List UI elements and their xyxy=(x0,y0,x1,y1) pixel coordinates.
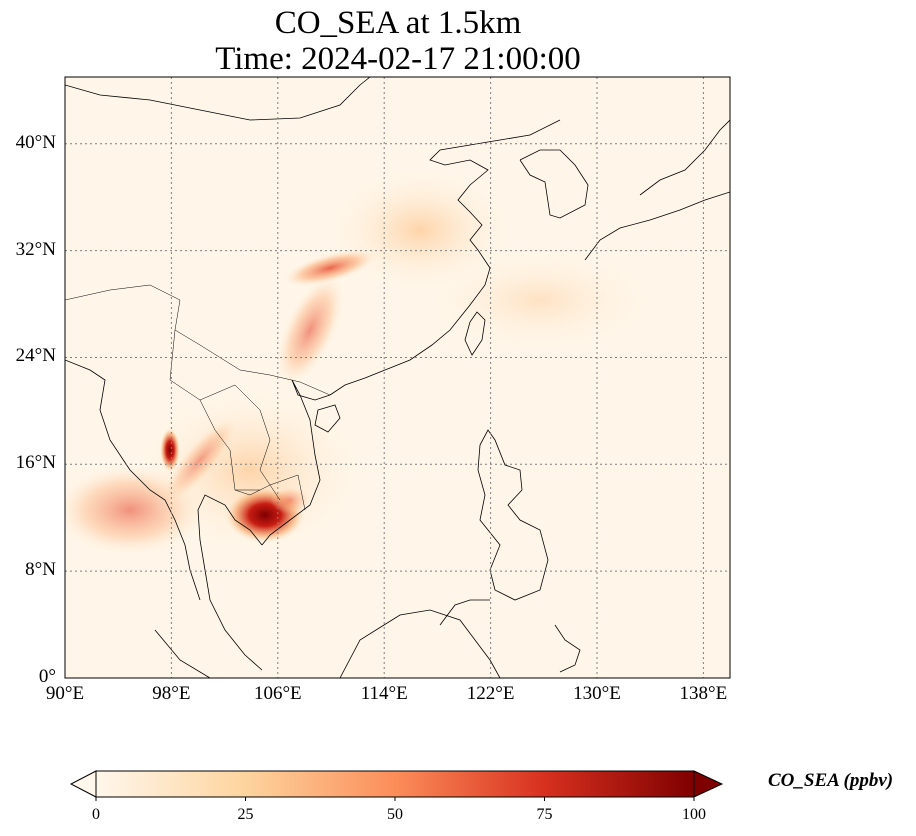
lat-tick-label: 32°N xyxy=(15,238,56,260)
lon-tick-label: 138°E xyxy=(679,683,728,704)
colorbar-tick-label: 100 xyxy=(682,806,706,823)
hotspot-cambodia-east xyxy=(270,486,310,514)
colorbar-label: CO_SEA (ppbv) xyxy=(768,770,894,791)
co-concentration-field xyxy=(65,77,730,678)
colorbar-tick-label: 75 xyxy=(536,806,553,823)
map-background xyxy=(65,77,730,678)
hotspot-myanmar xyxy=(160,428,180,472)
colorbar-gradient xyxy=(96,771,694,797)
colorbar-extend-max xyxy=(693,770,724,798)
colorbar xyxy=(69,770,724,801)
plume-sichuan xyxy=(283,249,377,287)
colorbar-tick-label: 0 xyxy=(92,806,100,823)
map-frame xyxy=(64,76,731,679)
coastlines xyxy=(65,77,730,678)
colorbar-extend-min xyxy=(69,770,97,798)
lat-tick-label: 8°N xyxy=(25,559,56,581)
plume-south-china xyxy=(275,274,345,386)
lat-tick-label: 16°N xyxy=(15,452,56,474)
lat-tick-label: 24°N xyxy=(15,345,56,367)
map-gridlines xyxy=(65,77,730,678)
lon-tick-label: 98°E xyxy=(152,683,191,704)
plume-east-china-sea xyxy=(430,250,650,350)
map-title-line2: Time: 2024-02-17 21:00:00 xyxy=(215,41,581,77)
map-title-line1: CO_SEA at 1.5km xyxy=(274,5,522,41)
lon-tick-label: 130°E xyxy=(573,683,621,704)
lon-tick-label: 90°E xyxy=(45,683,85,704)
lat-tick-label: 40°N xyxy=(15,131,56,153)
plume-laos xyxy=(162,416,238,504)
lon-tick-label: 122°E xyxy=(466,683,515,704)
lon-tick-label: 114°E xyxy=(360,683,408,704)
lon-tick-label: 106°E xyxy=(253,683,302,704)
colorbar-tick-label: 50 xyxy=(387,806,403,823)
colorbar-tick-label: 25 xyxy=(237,806,254,823)
lat-tick-label: 0° xyxy=(38,666,56,687)
